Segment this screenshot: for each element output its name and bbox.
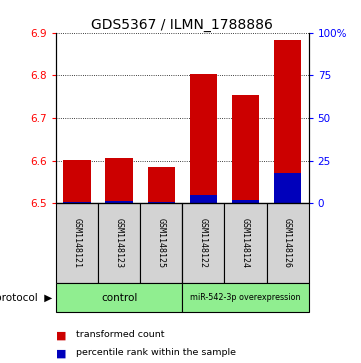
Bar xyxy=(98,203,140,283)
Bar xyxy=(232,200,259,203)
Bar xyxy=(182,203,225,283)
Text: GSM1148124: GSM1148124 xyxy=(241,218,250,268)
Bar xyxy=(274,40,301,203)
Bar xyxy=(56,283,182,312)
Bar xyxy=(63,201,91,203)
Text: control: control xyxy=(101,293,137,303)
Text: miR-542-3p overexpression: miR-542-3p overexpression xyxy=(190,293,301,302)
Bar xyxy=(105,159,133,203)
Bar xyxy=(225,203,266,283)
Text: protocol  ▶: protocol ▶ xyxy=(0,293,52,303)
Bar xyxy=(182,283,309,312)
Text: GSM1148122: GSM1148122 xyxy=(199,218,208,268)
Text: GSM1148121: GSM1148121 xyxy=(73,218,82,268)
Bar xyxy=(63,160,91,203)
Bar xyxy=(190,74,217,203)
Text: percentile rank within the sample: percentile rank within the sample xyxy=(76,348,236,358)
Bar xyxy=(148,201,175,203)
Text: GSM1148123: GSM1148123 xyxy=(115,218,123,268)
Bar xyxy=(190,195,217,203)
Text: ■: ■ xyxy=(56,330,66,340)
Text: GSM1148126: GSM1148126 xyxy=(283,218,292,268)
Bar xyxy=(56,203,98,283)
Bar xyxy=(105,201,133,203)
Text: transformed count: transformed count xyxy=(76,330,164,339)
Bar xyxy=(140,203,182,283)
Text: GSM1148125: GSM1148125 xyxy=(157,218,166,268)
Bar xyxy=(266,203,309,283)
Title: GDS5367 / ILMN_1788886: GDS5367 / ILMN_1788886 xyxy=(91,18,273,32)
Text: ■: ■ xyxy=(56,348,66,359)
Bar xyxy=(232,94,259,203)
Bar xyxy=(274,172,301,203)
Bar xyxy=(148,167,175,203)
